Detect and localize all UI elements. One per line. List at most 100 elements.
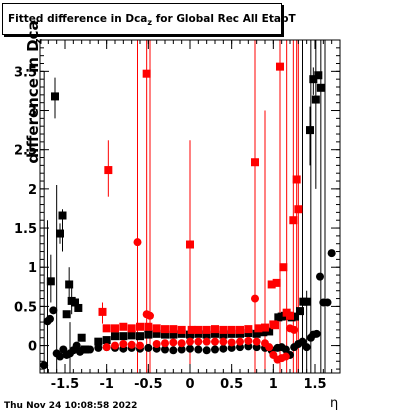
data-point-circle <box>133 238 142 247</box>
data-point-circle <box>102 343 111 352</box>
data-point-circle <box>119 340 128 349</box>
data-point-square <box>261 323 269 332</box>
data-point-square <box>279 263 288 272</box>
y-axis-label-subscript: z <box>33 38 45 45</box>
data-point-circle <box>194 345 203 354</box>
data-point-square <box>144 322 153 331</box>
x-tick-label: -1.5 <box>51 377 79 392</box>
y-tick-label: 2.5 <box>14 144 37 159</box>
data-point-square <box>286 311 294 320</box>
data-point-circle <box>211 345 219 354</box>
data-point-circle <box>227 343 236 352</box>
data-point-square <box>169 330 178 339</box>
data-point-square <box>58 211 67 220</box>
data-point-square <box>136 332 144 341</box>
data-point-square <box>219 325 228 334</box>
data-point-square <box>46 277 55 286</box>
data-point-square <box>202 330 211 339</box>
data-point-square <box>142 69 151 78</box>
data-point-circle <box>194 337 203 346</box>
data-point-square <box>291 312 299 321</box>
data-point-circle <box>152 340 161 349</box>
data-point-square <box>152 324 161 333</box>
data-point-square <box>186 330 194 339</box>
data-point-square <box>65 280 74 289</box>
data-point-square <box>259 328 268 337</box>
x-tick-label: 0.5 <box>220 377 243 392</box>
y-tick-label: 3.5 <box>14 65 37 80</box>
data-point-circle <box>265 343 274 352</box>
data-point-circle <box>146 311 154 320</box>
data-point-circle <box>298 337 307 346</box>
data-point-circle <box>94 343 103 352</box>
data-point-circle <box>86 345 94 354</box>
data-point-square <box>202 325 211 334</box>
y-tick-label: 1 <box>28 261 37 276</box>
data-point-circle <box>251 294 259 303</box>
data-point-circle <box>316 272 324 281</box>
x-tick-label: -0.5 <box>134 377 162 392</box>
plot-title-box: Fitted difference in Dcaz for Global Rec… <box>2 3 296 35</box>
data-point-circle <box>236 343 244 352</box>
data-point-circle <box>202 346 211 355</box>
data-point-square <box>219 330 228 339</box>
data-point-square <box>177 325 186 334</box>
data-point-square <box>271 321 279 330</box>
data-point-square <box>306 126 314 135</box>
data-point-circle <box>127 340 136 349</box>
data-point-circle <box>144 343 153 352</box>
data-point-circle <box>281 352 290 361</box>
data-point-square <box>251 158 259 167</box>
timestamp: Thu Nov 24 10:08:58 2022 <box>4 401 138 411</box>
data-point-square <box>265 327 274 336</box>
x-tick-label: -1 <box>99 377 113 392</box>
data-point-circle <box>290 325 299 334</box>
data-point-circle <box>202 337 211 346</box>
data-point-square <box>161 325 169 334</box>
data-point-circle <box>281 345 290 354</box>
y-tick-label: 2 <box>28 183 37 198</box>
data-point-square <box>252 329 261 338</box>
data-point-circle <box>49 306 58 315</box>
data-point-circle <box>252 337 261 346</box>
data-point-circle <box>56 352 64 361</box>
x-tick-label: 1.5 <box>303 377 326 392</box>
y-tick-label: 0 <box>28 340 37 355</box>
data-point-circle <box>169 338 178 347</box>
data-point-circle <box>327 249 336 258</box>
data-point-square <box>289 216 298 225</box>
data-point-square <box>294 205 303 214</box>
data-point-square <box>292 175 301 184</box>
data-point-square <box>119 332 128 341</box>
data-point-circle <box>72 341 81 350</box>
data-point-square <box>77 333 86 342</box>
data-point-square <box>187 325 196 334</box>
x-tick-label: 0 <box>185 377 194 392</box>
data-point-square <box>267 280 276 289</box>
axes: -1.5 -1 -0.5 0 0.5 1 1.5 0 0.5 1 1.5 2 2.5 3 3.5 <box>14 39 341 392</box>
data-point-square <box>236 325 244 334</box>
data-markers <box>40 62 336 370</box>
data-point-circle <box>219 344 228 353</box>
data-point-circle <box>211 337 219 346</box>
data-point-circle <box>161 339 169 348</box>
data-point-circle <box>302 343 311 352</box>
data-point-square <box>144 330 153 339</box>
data-point-square <box>62 310 71 319</box>
data-point-square <box>194 325 203 334</box>
data-point-square <box>71 298 79 307</box>
data-point-square <box>314 71 323 80</box>
y-tick-label: 3 <box>28 105 37 120</box>
y-tick-label: 0.5 <box>14 300 37 315</box>
data-point-square <box>127 331 136 340</box>
data-point-square <box>111 324 119 333</box>
data-point-circle <box>111 341 119 350</box>
data-point-square <box>127 324 136 333</box>
data-point-circle <box>79 345 88 354</box>
data-point-square <box>272 278 281 287</box>
data-point-circle <box>186 337 194 346</box>
data-point-square <box>152 329 161 338</box>
data-point-square <box>316 83 325 92</box>
data-point-square <box>104 166 113 175</box>
data-point-circle <box>169 346 178 355</box>
